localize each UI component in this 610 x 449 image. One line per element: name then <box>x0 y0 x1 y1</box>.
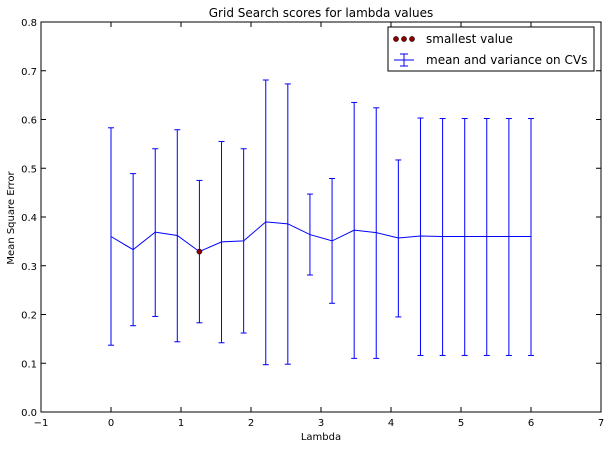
y-tick-label: 0.3 <box>21 262 37 273</box>
x-tick-label: 7 <box>598 418 604 429</box>
legend-marker-smallest <box>393 36 415 42</box>
y-tick-label: 0.2 <box>21 311 37 322</box>
legend-label-errorbar: mean and variance on CVs <box>426 53 587 67</box>
legend-marker-errorbar <box>394 53 414 67</box>
legend-label-smallest: smallest value <box>426 32 513 46</box>
y-axis-label: Mean Square Error <box>6 171 17 265</box>
x-tick-label: 0 <box>108 418 114 429</box>
x-tick-label: 1 <box>178 418 184 429</box>
y-tick-label: 0.1 <box>21 359 37 370</box>
x-tick-label: −1 <box>34 418 49 429</box>
axes-frame <box>40 21 602 413</box>
y-tick-label: 0.4 <box>21 213 37 224</box>
y-tick-label: 0.0 <box>21 408 37 419</box>
legend: smallest value mean and variance on CVs <box>387 26 595 72</box>
legend-box <box>387 26 595 72</box>
y-tick-label: 0.6 <box>21 116 37 127</box>
smallest-value-point <box>196 248 203 255</box>
x-tick-label: 6 <box>528 418 534 429</box>
x-axis-label: Lambda <box>301 432 341 443</box>
chart-title: Grid Search scores for lambda values <box>209 6 433 20</box>
y-tick-label: 0.7 <box>21 67 37 78</box>
y-tick-label: 0.5 <box>21 164 37 175</box>
x-tick-label: 3 <box>318 418 324 429</box>
x-tick-label: 5 <box>458 418 464 429</box>
plot-area: −1 0 1 2 3 4 5 6 7 0.0 0.1 0.2 0.3 0.4 0.5 0.6 0.7 0.8 <box>21 18 604 429</box>
x-tick-label: 4 <box>388 418 394 429</box>
y-tick-label: 0.8 <box>21 18 37 29</box>
mean-line <box>110 221 531 253</box>
x-tick-label: 2 <box>248 418 254 429</box>
